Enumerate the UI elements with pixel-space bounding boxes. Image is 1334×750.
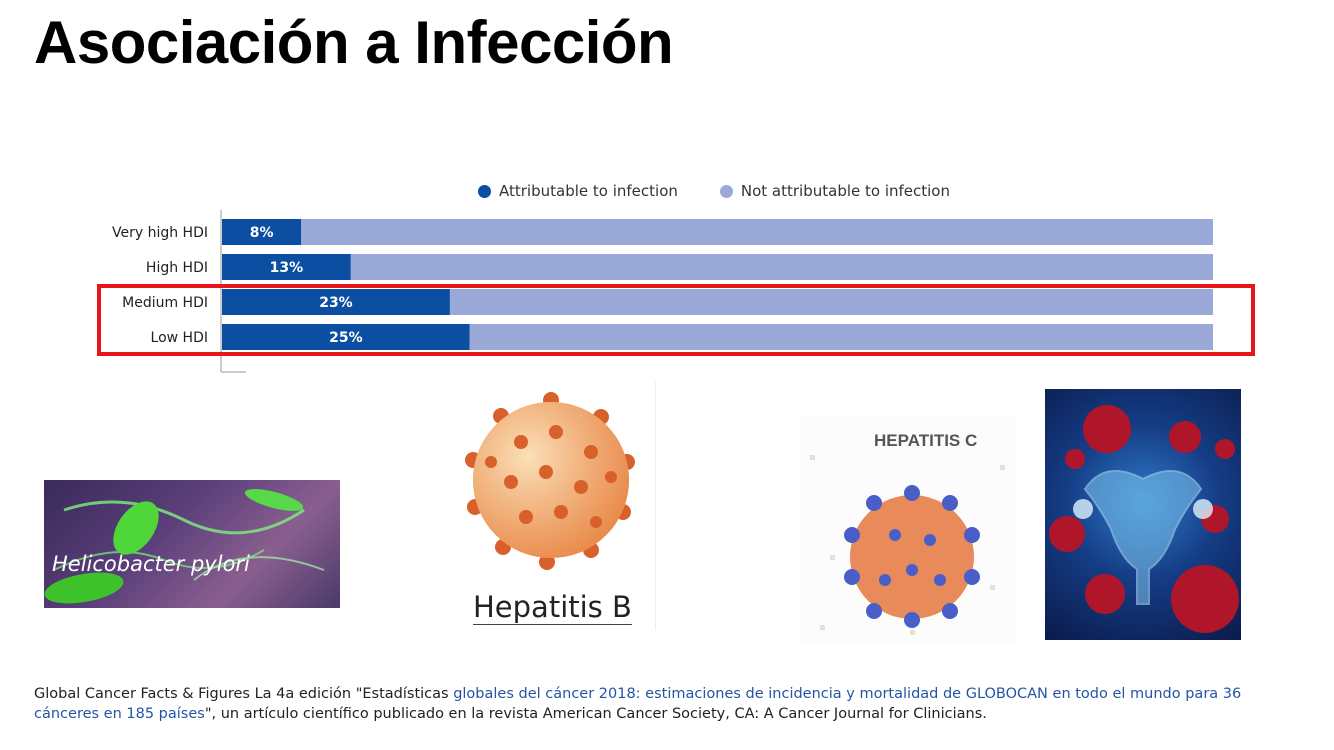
bar-not-attributable-medium-hdi xyxy=(449,289,1213,315)
hpv-uterus-image xyxy=(1045,389,1241,640)
category-label-low-hdi: Low HDI xyxy=(151,330,208,346)
h-pylori-image: Helicobacter pylori xyxy=(44,480,340,608)
category-label-medium-hdi: Medium HDI xyxy=(122,295,208,311)
bar-attributable-very-high-hdi xyxy=(222,219,302,245)
legend-item-not-attributable: Not attributable to infection xyxy=(719,182,950,200)
bar-attributable-low-hdi xyxy=(222,324,470,350)
bar-attributable-medium-hdi xyxy=(222,289,450,315)
hepatitis-c-image: HEPATITIS C xyxy=(800,415,1015,643)
virus-b-illustration xyxy=(465,392,635,570)
legend-swatch-not-attributable xyxy=(719,184,733,198)
value-label-very-high-hdi: 8% xyxy=(250,225,274,241)
bacteria-illustration xyxy=(44,489,325,604)
category-label-very-high-hdi: Very high HDI xyxy=(112,225,208,241)
citation-link[interactable]: globales del cáncer 2018: estimaciones d… xyxy=(34,686,1242,722)
value-label-high-hdi: 13% xyxy=(270,260,304,276)
chart-legend: Attributable to infection Not attributab… xyxy=(478,182,950,200)
h-pylori-caption: Helicobacter pylori xyxy=(52,552,250,576)
citation-footer: Global Cancer Facts & Figures La 4a edic… xyxy=(34,684,1304,724)
virus-c-illustration xyxy=(810,455,1005,635)
value-label-medium-hdi: 23% xyxy=(319,295,353,311)
citation-suffix: ", un artículo científico publicado en l… xyxy=(204,706,987,722)
legend-swatch-attributable xyxy=(478,184,491,198)
legend-item-attributable: Attributable to infection xyxy=(478,182,678,200)
bar-not-attributable-low-hdi xyxy=(469,324,1213,350)
bar-not-attributable-very-high-hdi xyxy=(301,219,1213,245)
hepatitis-b-caption: Hepatitis B xyxy=(473,590,632,625)
citation-prefix: Global Cancer Facts & Figures La 4a edic… xyxy=(34,686,454,702)
bar-attributable-high-hdi xyxy=(222,254,351,280)
legend-label-not-attributable: Not attributable to infection xyxy=(740,182,950,200)
hepatitis-c-caption: HEPATITIS C xyxy=(874,431,978,450)
bar-not-attributable-high-hdi xyxy=(350,254,1214,280)
value-label-low-hdi: 25% xyxy=(329,330,363,346)
uterus-illustration xyxy=(1049,405,1239,633)
hepatitis-b-image: Hepatitis B xyxy=(451,382,656,630)
legend-label-attributable: Attributable to infection xyxy=(499,182,678,200)
category-label-high-hdi: High HDI xyxy=(146,260,208,276)
slide-title: Asociación a Infección xyxy=(34,9,674,76)
highlight-box xyxy=(97,284,1255,356)
stacked-bar-chart: Very high HDI 8% High HDI 13% Medium HDI 23% L… xyxy=(112,210,1214,373)
